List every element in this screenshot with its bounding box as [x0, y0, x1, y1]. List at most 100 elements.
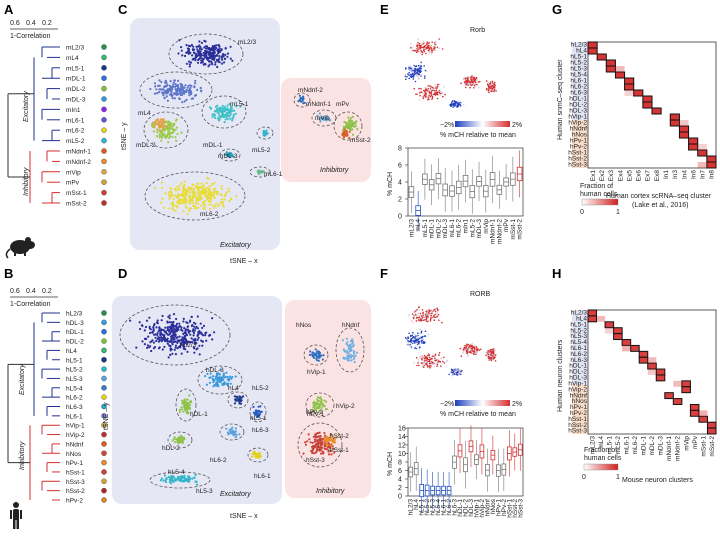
tsne-cell-dot [219, 193, 222, 196]
tsne-cell-dot [179, 339, 182, 342]
tsne-cell-dot [218, 47, 221, 50]
tsne-cell-dot [325, 117, 328, 120]
group-label-inhibitory-a: Inhibitory [23, 167, 30, 196]
methylation-dot [407, 336, 409, 339]
tsne-cell-dot [183, 184, 186, 187]
methylation-dot [433, 88, 436, 90]
methylation-dot [438, 319, 440, 322]
methylation-dot [427, 313, 430, 316]
tsne-cell-dot [197, 51, 200, 54]
methylation-dot [420, 340, 423, 343]
heatmap-cell [664, 392, 674, 400]
tsne-cell-dot [324, 441, 327, 444]
heatmap-row-label: hDL-2 [569, 102, 587, 109]
heatmap-col-label: mL6-2 [632, 436, 639, 455]
box-category-label: mPv [503, 218, 510, 232]
methylation-dot [425, 318, 428, 321]
tsne-cell-dot [312, 406, 315, 409]
tsne-cell-dot [220, 49, 223, 52]
methylation-dot [476, 79, 478, 81]
tsne-cell-dot [176, 439, 179, 442]
tsne-cell-dot [209, 200, 212, 203]
tsne-cell-dot [218, 55, 221, 58]
tsne-cell-dot [140, 324, 144, 327]
tsne-cell-dot [347, 122, 350, 125]
tsne-cell-dot [193, 351, 196, 354]
tsne-cell-dot [214, 63, 217, 66]
box-category-label: hNos [490, 498, 497, 514]
legend-title-g-1: Fraction of [580, 183, 613, 190]
methylation-dot [489, 354, 492, 356]
tsne-cell-dot [300, 97, 303, 100]
methylation-dot [434, 313, 437, 316]
methylation-dot [417, 312, 419, 314]
tsne-cell-dot [158, 337, 161, 340]
tsne-cell-dot [317, 359, 320, 362]
tsne-cell-dot [329, 437, 332, 440]
box-category-label: mL4 [415, 219, 422, 232]
tsne-cell-dot [206, 176, 209, 179]
tsne-cell-dot [172, 129, 175, 132]
tsne-cell-dot [184, 189, 187, 192]
tsne-cell-dot [217, 52, 220, 55]
methylation-dot [452, 106, 455, 108]
tsne-cell-dot [179, 441, 182, 444]
colorbar-max-e: 2% [512, 122, 522, 129]
methylation-dot [440, 357, 443, 360]
methylation-dot [451, 369, 453, 371]
tsne-cell-dot [315, 450, 318, 453]
box-category-label: hDL-2 [463, 499, 470, 517]
methylation-dot [436, 365, 438, 368]
tsne-cell-dot [158, 91, 161, 94]
scale-tick-a-2: 0.2 [42, 20, 52, 27]
tsne-cell-dot [182, 188, 185, 191]
methylation-dot [424, 69, 427, 72]
tsne-cell-dot [174, 346, 177, 349]
methylation-dot [494, 354, 497, 356]
tsne-cell-dot [183, 327, 186, 330]
tsne-cell-dot [302, 95, 305, 98]
tsne-cell-dot [218, 106, 221, 109]
xlabel-g-line2: (Lake et al., 2016) [632, 202, 688, 209]
tsne-cell-dot [178, 184, 181, 187]
tsne-cell-dot [176, 339, 179, 342]
dendrogram-leaf-label: mNdnf-2 [66, 159, 91, 166]
cluster-color-dot [101, 310, 107, 316]
methylation-dot [427, 45, 429, 48]
tsne-cell-dot [221, 62, 224, 65]
tsne-cell-dot [177, 86, 180, 89]
tsne-cell-dot [198, 186, 201, 189]
tsne-cell-dot [218, 61, 221, 64]
box-category-label: mL5-2 [469, 219, 476, 238]
heatmap-row-label: hDL-1 [569, 363, 587, 370]
tsne-cell-dot [158, 84, 161, 87]
tsne-cell-dot [175, 204, 178, 207]
methylation-dot [433, 93, 436, 96]
tsne-cell-dot [146, 346, 149, 349]
tsne-cell-dot [186, 350, 189, 353]
methylation-dot [419, 69, 421, 72]
tsne-cell-dot [218, 114, 221, 118]
colorbar-e [455, 121, 510, 127]
heatmap-cell [673, 380, 682, 387]
tsne-cell-dot [148, 325, 151, 328]
methylation-dot [451, 100, 454, 102]
heatmap-cell [706, 161, 717, 169]
methylation-dot [418, 67, 421, 69]
methylation-dot [456, 368, 458, 370]
methylation-dot [433, 89, 436, 92]
methylation-dot [460, 370, 463, 373]
tsne-cell-dot [202, 202, 205, 205]
tsne-cell-dot [158, 121, 161, 124]
methylation-dot [452, 101, 454, 104]
tsne-cell-dot [189, 61, 193, 64]
tsne-cell-dot [169, 347, 172, 350]
tsne-cell-dot [352, 354, 355, 358]
methylation-dot [470, 84, 473, 87]
dendrogram-leaf-label: hNdnf [66, 441, 84, 448]
methylation-dot [494, 349, 497, 352]
methylation-dot [421, 309, 424, 311]
methylation-dot [426, 354, 429, 357]
tsne-cell-dot [212, 385, 215, 388]
tsne-cell-dot [168, 325, 171, 328]
